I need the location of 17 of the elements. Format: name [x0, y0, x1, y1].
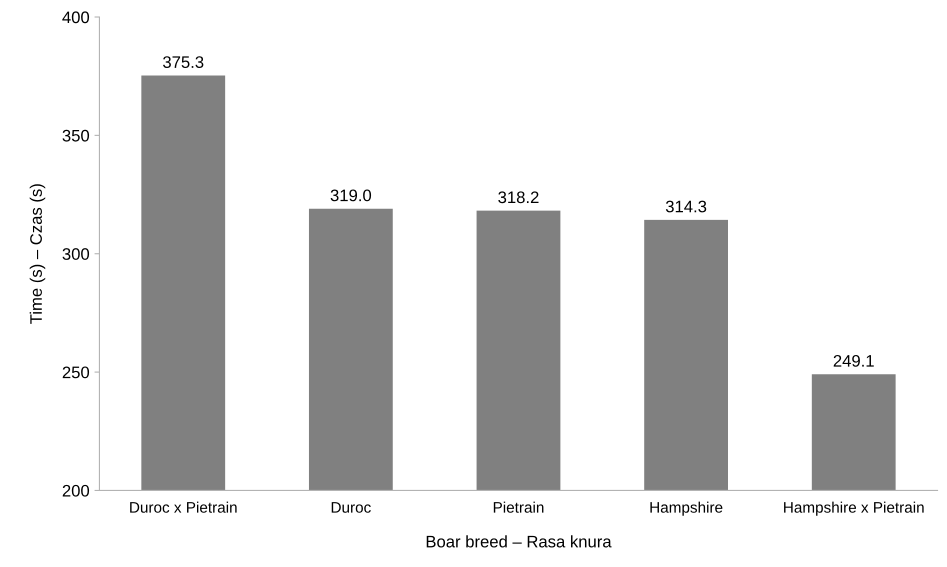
y-tick-label: 300 — [62, 248, 90, 260]
x-tick-label: Pietrain — [494, 502, 544, 513]
y-axis-title: Time (s) – Czas (s) — [30, 184, 46, 324]
data-label: 375.3 — [163, 56, 204, 68]
y-tick-label: 350 — [62, 130, 90, 142]
data-label: 249.1 — [834, 354, 874, 367]
x-tick-label: Hampshire — [650, 502, 722, 516]
x-tick-label: Duroc — [332, 502, 371, 513]
x-tick-label: Duroc x Pietrain — [130, 502, 237, 513]
data-label: 319.0 — [330, 189, 372, 202]
data-label: 318.2 — [498, 191, 538, 204]
x-tick-label: Hampshire x Pietrain — [784, 502, 924, 516]
x-axis-title: Boar breed – Rasa knura — [426, 535, 612, 548]
y-tick-label: 400 — [62, 11, 90, 24]
y-tick-label: 250 — [62, 366, 90, 378]
data-label: 314.3 — [666, 200, 706, 212]
y-tick-label: 200 — [62, 484, 90, 497]
